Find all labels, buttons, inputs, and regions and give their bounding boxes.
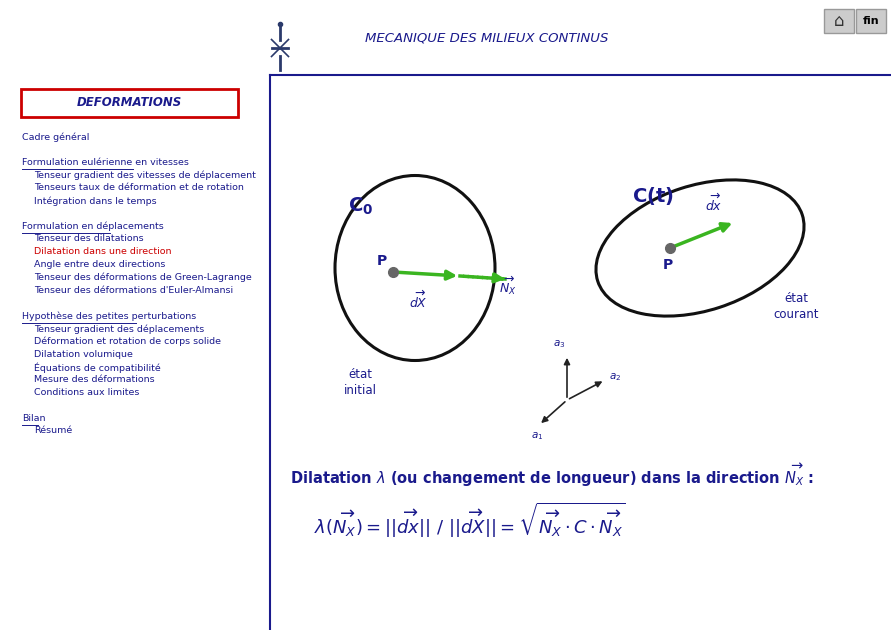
Text: Mesure des déformations: Mesure des déformations: [34, 375, 155, 384]
Text: $\mathbf{C(t)}$: $\mathbf{C(t)}$: [632, 185, 674, 207]
Text: Hypothèse des petites perturbations: Hypothèse des petites perturbations: [22, 311, 196, 321]
Text: $\overrightarrow{dX}$: $\overrightarrow{dX}$: [409, 290, 428, 311]
Text: $a_3$: $a_3$: [552, 338, 565, 350]
Text: $a_2$: $a_2$: [609, 371, 621, 383]
Text: P: P: [663, 258, 673, 272]
Text: $\overrightarrow{dx}$: $\overrightarrow{dx}$: [706, 193, 723, 214]
Text: Angle entre deux directions: Angle entre deux directions: [34, 260, 166, 269]
Text: Cadre général: Cadre général: [22, 132, 89, 142]
Text: P: P: [377, 254, 387, 268]
Text: Tenseur des déformations d'Euler-Almansi: Tenseur des déformations d'Euler-Almansi: [34, 285, 233, 295]
Text: état
initial: état initial: [344, 368, 377, 397]
Text: DEFORMATIONS: DEFORMATIONS: [77, 96, 182, 110]
Text: MECANIQUE DES MILIEUX CONTINUS: MECANIQUE DES MILIEUX CONTINUS: [365, 32, 609, 45]
Text: Intégration dans le temps: Intégration dans le temps: [34, 196, 157, 205]
Text: Dilatation volumique: Dilatation volumique: [34, 350, 133, 358]
Text: $\overrightarrow{N_X}$: $\overrightarrow{N_X}$: [499, 275, 517, 297]
Text: Tenseurs taux de déformation et de rotation: Tenseurs taux de déformation et de rotat…: [34, 183, 244, 192]
Text: Tenseur des dilatations: Tenseur des dilatations: [34, 234, 143, 243]
Text: Équations de compatibilité: Équations de compatibilité: [34, 362, 160, 373]
FancyBboxPatch shape: [856, 9, 886, 33]
FancyBboxPatch shape: [21, 89, 238, 117]
Text: Dilatation dans une direction: Dilatation dans une direction: [34, 247, 171, 256]
Text: Formulation eulérienne en vitesses: Formulation eulérienne en vitesses: [22, 158, 189, 166]
Text: Formulation en déplacements: Formulation en déplacements: [22, 222, 164, 231]
Text: Résumé: Résumé: [34, 427, 72, 435]
Text: Conditions aux limites: Conditions aux limites: [34, 388, 139, 397]
Text: ⌂: ⌂: [834, 12, 845, 30]
Text: $\mathbf{C_0}$: $\mathbf{C_0}$: [348, 196, 373, 217]
Text: $a_1$: $a_1$: [531, 430, 544, 442]
Text: état
courant: état courant: [773, 292, 819, 321]
Text: Bilan: Bilan: [22, 414, 45, 423]
Text: Dilatation $\lambda$ (ou changement de longueur) dans la direction $\overrightar: Dilatation $\lambda$ (ou changement de l…: [290, 462, 814, 489]
FancyBboxPatch shape: [824, 9, 854, 33]
Text: $\lambda(\overrightarrow{N_X}) = ||\overrightarrow{dx}|| \ / \ ||\overrightarrow: $\lambda(\overrightarrow{N_X}) = ||\over…: [315, 500, 625, 539]
Text: Tenseur gradient des vitesses de déplacement: Tenseur gradient des vitesses de déplace…: [34, 170, 256, 180]
Text: Tenseur des déformations de Green-Lagrange: Tenseur des déformations de Green-Lagran…: [34, 273, 252, 282]
Text: Déformation et rotation de corps solide: Déformation et rotation de corps solide: [34, 337, 221, 346]
Text: fin: fin: [862, 16, 879, 26]
Text: Tenseur gradient des déplacements: Tenseur gradient des déplacements: [34, 324, 204, 333]
